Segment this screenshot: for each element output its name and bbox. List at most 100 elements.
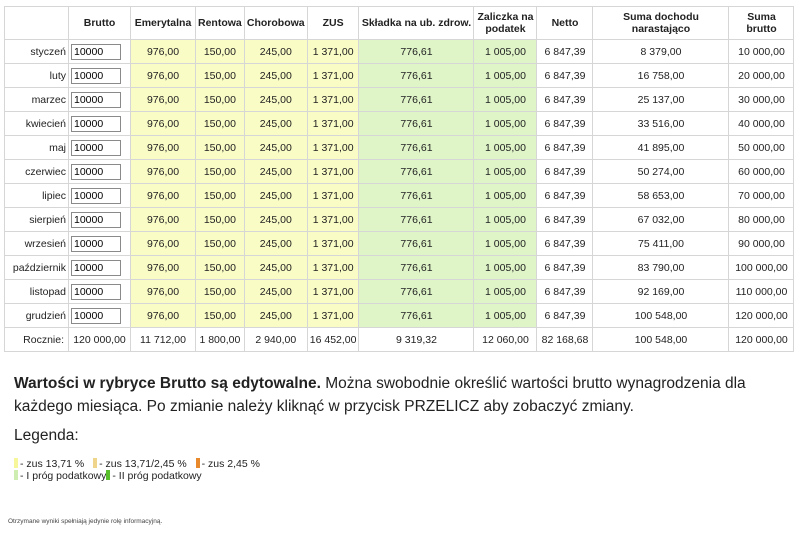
month-label: luty: [4, 63, 69, 88]
cell-rentowa: 150,00: [195, 207, 245, 232]
cell-zaliczka: 1 005,00: [473, 207, 538, 232]
cell-netto: 6 847,39: [536, 135, 594, 160]
brutto-input[interactable]: [71, 91, 121, 108]
brutto-input[interactable]: [71, 283, 121, 300]
cell-zaliczka: 1 005,00: [473, 87, 538, 112]
cell-netto: 6 847,39: [536, 279, 594, 304]
cell-suma-dochodu: 41 895,00: [592, 135, 730, 160]
legend: - zus 13,71 % - zus 13,71/2,45 % - zus 2…: [14, 458, 266, 482]
cell-zdrow: 776,61: [358, 159, 475, 184]
cell-emerytalna: 976,00: [130, 231, 196, 256]
month-label: maj: [4, 135, 69, 160]
cell-zaliczka: 1 005,00: [473, 39, 538, 64]
header-row: Brutto Emerytalna Rentowa Chorobowa ZUS …: [4, 6, 795, 40]
cell-zdrow: 776,61: [358, 111, 475, 136]
cell-chorobowa: 245,00: [243, 255, 308, 280]
cell-rentowa: 150,00: [195, 279, 245, 304]
month-label: czerwiec: [4, 159, 69, 184]
footnote: Otrzymane wyniki spełniają jedynie rolę …: [8, 518, 163, 525]
cell-emerytalna: 976,00: [130, 111, 196, 136]
salary-table: Brutto Emerytalna Rentowa Chorobowa ZUS …: [4, 6, 795, 352]
brutto-cell: [68, 303, 131, 328]
cell-zdrow: 776,61: [358, 87, 475, 112]
total-suma-dochodu: 100 548,00: [592, 327, 730, 352]
cell-suma-dochodu: 50 274,00: [592, 159, 730, 184]
total-rentowa: 1 800,00: [195, 327, 245, 352]
brutto-input[interactable]: [71, 211, 121, 228]
col-header-rentowa: Rentowa: [195, 6, 245, 40]
cell-emerytalna: 976,00: [130, 87, 196, 112]
month-label: grudzień: [4, 303, 69, 328]
cell-netto: 6 847,39: [536, 63, 594, 88]
cell-chorobowa: 245,00: [243, 303, 308, 328]
cell-suma-dochodu: 83 790,00: [592, 255, 730, 280]
cell-zaliczka: 1 005,00: [473, 279, 538, 304]
total-zdrow: 9 319,32: [358, 327, 475, 352]
brutto-cell: [68, 207, 131, 232]
cell-suma-dochodu: 92 169,00: [592, 279, 730, 304]
cell-suma-brutto: 100 000,00: [728, 255, 795, 280]
total-zaliczka: 12 060,00: [473, 327, 538, 352]
total-brutto: 120 000,00: [68, 327, 131, 352]
cell-rentowa: 150,00: [195, 183, 245, 208]
brutto-input[interactable]: [71, 115, 121, 132]
col-header-suma-dochodu: Suma dochodu narastająco: [592, 6, 730, 40]
cell-zus: 1 371,00: [306, 111, 360, 136]
cell-zus: 1 371,00: [306, 303, 360, 328]
month-label: lipiec: [4, 183, 69, 208]
cell-zdrow: 776,61: [358, 255, 475, 280]
cell-rentowa: 150,00: [195, 159, 245, 184]
brutto-cell: [68, 231, 131, 256]
brutto-input[interactable]: [71, 139, 121, 156]
brutto-input[interactable]: [71, 187, 121, 204]
cell-suma-brutto: 10 000,00: [728, 39, 795, 64]
col-header-zus: ZUS: [306, 6, 360, 40]
month-label: listopad: [4, 279, 69, 304]
col-header-chorobowa: Chorobowa: [243, 6, 308, 40]
cell-zdrow: 776,61: [358, 279, 475, 304]
legend-row-1: - zus 13,71 % - zus 13,71/2,45 % - zus 2…: [14, 458, 266, 470]
cell-zus: 1 371,00: [306, 255, 360, 280]
cell-zaliczka: 1 005,00: [473, 159, 538, 184]
total-emerytalna: 11 712,00: [130, 327, 196, 352]
cell-netto: 6 847,39: [536, 255, 594, 280]
cell-emerytalna: 976,00: [130, 279, 196, 304]
brutto-cell: [68, 255, 131, 280]
month-label: kwiecień: [4, 111, 69, 136]
cell-zaliczka: 1 005,00: [473, 135, 538, 160]
cell-suma-brutto: 80 000,00: [728, 207, 795, 232]
legend-swatch: [106, 470, 111, 480]
brutto-input[interactable]: [71, 259, 121, 276]
total-suma-brutto: 120 000,00: [728, 327, 795, 352]
cell-netto: 6 847,39: [536, 159, 594, 184]
month-label: styczeń: [4, 39, 69, 64]
info-text: Wartości w rybryce Brutto są edytowalne.…: [14, 372, 784, 418]
brutto-cell: [68, 63, 131, 88]
cell-chorobowa: 245,00: [243, 159, 308, 184]
cell-chorobowa: 245,00: [243, 39, 308, 64]
month-label: sierpień: [4, 207, 69, 232]
brutto-input[interactable]: [71, 307, 121, 324]
brutto-cell: [68, 183, 131, 208]
cell-zus: 1 371,00: [306, 135, 360, 160]
cell-suma-dochodu: 75 411,00: [592, 231, 730, 256]
brutto-input[interactable]: [71, 43, 121, 60]
legend-item-prog-1: - I próg podatkowy: [14, 470, 106, 482]
total-chorobowa: 2 940,00: [243, 327, 308, 352]
brutto-input[interactable]: [71, 163, 121, 180]
cell-zaliczka: 1 005,00: [473, 63, 538, 88]
cell-emerytalna: 976,00: [130, 255, 196, 280]
brutto-input[interactable]: [71, 235, 121, 252]
cell-netto: 6 847,39: [536, 231, 594, 256]
brutto-input[interactable]: [71, 67, 121, 84]
cell-zus: 1 371,00: [306, 159, 360, 184]
